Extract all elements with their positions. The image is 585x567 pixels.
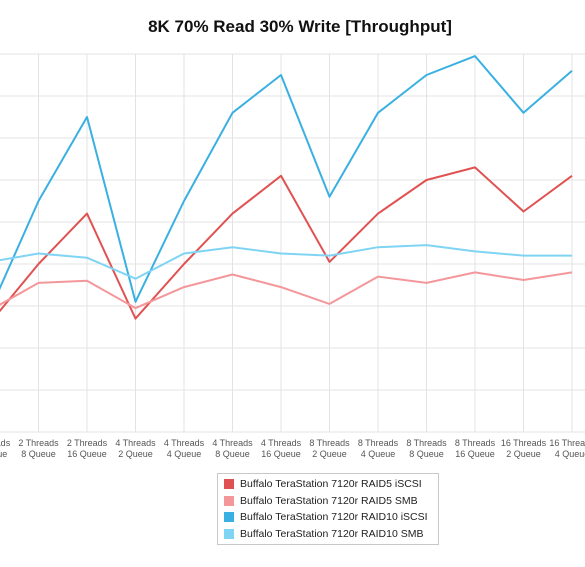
legend-label: Buffalo TeraStation 7120r RAID10 SMB xyxy=(240,527,424,540)
legend-swatch xyxy=(224,495,234,506)
legend-item: Buffalo TeraStation 7120r RAID10 SMB xyxy=(224,526,438,543)
x-tick-label: 2 Threads 8 Queue xyxy=(18,438,59,459)
series-line-1 xyxy=(0,271,573,310)
legend-swatch xyxy=(224,528,234,539)
legend-label: Buffalo TeraStation 7120r RAID10 iSCSI xyxy=(240,511,428,524)
x-tick-label: 8 Threads 16 Queue xyxy=(455,438,496,459)
legend-item: Buffalo TeraStation 7120r RAID5 SMB xyxy=(224,493,438,510)
legend-label: Buffalo TeraStation 7120r RAID5 iSCSI xyxy=(240,478,422,491)
legend-item: Buffalo TeraStation 7120r RAID10 iSCSI xyxy=(224,509,438,526)
series-line-0 xyxy=(0,166,573,320)
grid xyxy=(0,53,585,433)
legend-swatch xyxy=(224,512,234,523)
x-tick-label: 4 Threads 4 Queue xyxy=(164,438,205,459)
x-tick-label: 2 Threads 16 Queue xyxy=(67,438,108,459)
series-lines xyxy=(0,55,573,320)
x-tick-label: 4 Threads 8 Queue xyxy=(212,438,253,459)
x-tick-label: 8 Threads 8 Queue xyxy=(406,438,447,459)
x-tick-label: 4 Threads 2 Queue xyxy=(115,438,156,459)
x-tick-label: 4 Threads 16 Queue xyxy=(261,438,302,459)
x-tick-label: 16 Threads 2 Queue xyxy=(501,438,547,459)
legend-swatch xyxy=(224,479,234,490)
series-line-2 xyxy=(0,55,573,303)
legend-item: Buffalo TeraStation 7120r RAID5 iSCSI xyxy=(224,476,438,493)
legend-label: Buffalo TeraStation 7120r RAID5 SMB xyxy=(240,494,418,507)
chart-title: 8K 70% Read 30% Write [Throughput] xyxy=(148,17,452,36)
series-line-3 xyxy=(0,244,572,280)
x-tick-label: 8 Threads 4 Queue xyxy=(358,438,399,459)
x-tick-label: 8 Threads 2 Queue xyxy=(309,438,350,459)
legend: Buffalo TeraStation 7120r RAID5 iSCSI Buf… xyxy=(217,473,439,545)
